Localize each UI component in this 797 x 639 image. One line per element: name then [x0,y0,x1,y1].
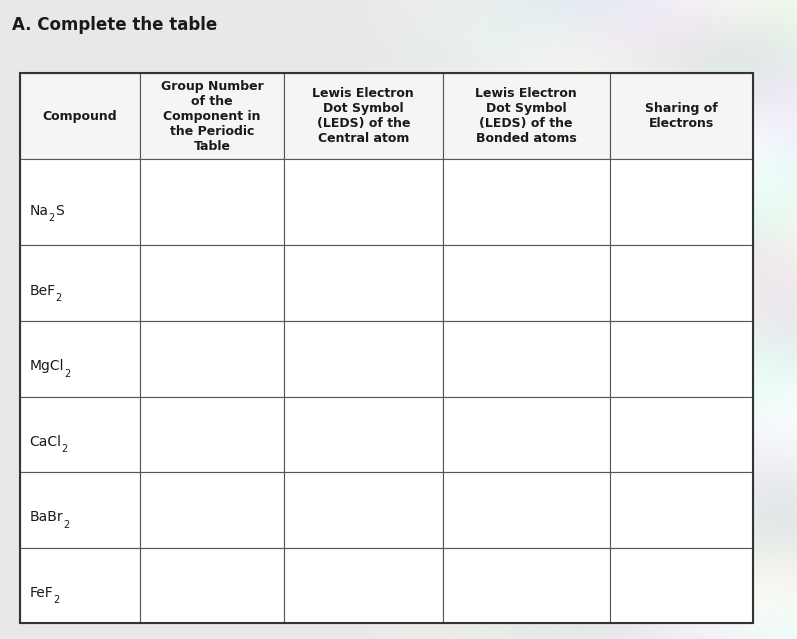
Text: FeF: FeF [29,586,53,600]
Text: A. Complete the table: A. Complete the table [12,16,218,34]
Text: BaBr: BaBr [29,511,63,525]
Text: Na: Na [29,204,49,218]
Text: S: S [55,204,64,218]
Text: MgCl: MgCl [29,359,64,373]
Bar [443,472,610,548]
Bar [20,73,753,623]
Bar [443,548,610,623]
Bar [284,158,443,245]
Bar [140,472,284,548]
Bar [140,158,284,245]
Bar [20,158,140,245]
Text: 2: 2 [64,369,70,379]
Bar [610,397,753,472]
Bar [140,73,284,158]
Text: BeF: BeF [29,284,56,298]
Bar [443,158,610,245]
Bar [284,472,443,548]
Bar [20,73,140,158]
Bar [610,321,753,397]
Text: 2: 2 [63,520,69,530]
Text: Lewis Electron
Dot Symbol
(LEDS) of the
Bonded atoms: Lewis Electron Dot Symbol (LEDS) of the … [475,87,577,145]
Text: CaCl: CaCl [29,435,61,449]
Text: Sharing of
Electrons: Sharing of Electrons [645,102,718,130]
Text: 2: 2 [53,596,60,606]
Bar [443,73,610,158]
Bar [20,548,140,623]
Bar [284,397,443,472]
Bar [284,321,443,397]
Bar [610,548,753,623]
Text: Compound: Compound [43,109,117,123]
Bar [20,472,140,548]
Bar [610,73,753,158]
Text: 2: 2 [56,293,62,304]
Text: Lewis Electron
Dot Symbol
(LEDS) of the
Central atom: Lewis Electron Dot Symbol (LEDS) of the … [312,87,414,145]
Text: Group Number
of the
Component in
the Periodic
Table: Group Number of the Component in the Per… [160,80,263,153]
Bar [140,548,284,623]
Bar [140,245,284,321]
Bar [284,245,443,321]
Bar [443,321,610,397]
Bar [610,245,753,321]
Bar [20,245,140,321]
Bar [284,548,443,623]
Bar [284,73,443,158]
Bar [443,397,610,472]
Bar [140,321,284,397]
Bar [20,397,140,472]
Bar [610,472,753,548]
Text: 2: 2 [61,445,68,454]
Bar [610,158,753,245]
Bar [20,321,140,397]
Bar [443,245,610,321]
Text: 2: 2 [49,213,55,224]
Bar [140,397,284,472]
